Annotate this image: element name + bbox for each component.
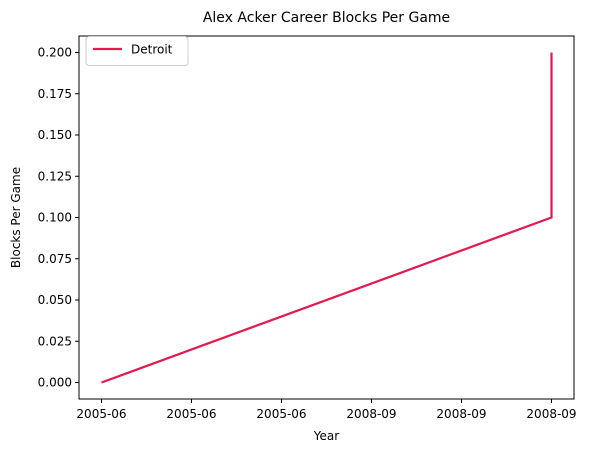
y-tick-label: 0.150	[38, 128, 72, 142]
y-tick-label: 0.050	[38, 293, 72, 307]
x-tick-label: 2005-06	[256, 407, 306, 421]
chart-title: Alex Acker Career Blocks Per Game	[203, 10, 450, 26]
legend-label: Detroit	[131, 43, 173, 57]
plot-area	[79, 36, 574, 399]
y-axis: 0.000 0.025 0.050 0.075 0.100 0.125 0.150 0.175…	[38, 46, 79, 390]
series-layer	[101, 52, 553, 384]
y-tick-label: 0.075	[38, 252, 72, 266]
y-tick-label: 0.025	[38, 334, 72, 348]
y-tick-label: 0.100	[38, 211, 72, 225]
x-tick-label: 2008-09	[436, 407, 486, 421]
y-tick-label: 0.000	[38, 376, 72, 390]
x-tick-label: 2008-09	[526, 407, 576, 421]
x-axis: 2005-06 2005-06 2005-06 2008-09 2008-09 2008-…	[76, 399, 577, 421]
legend-box	[85, 36, 189, 66]
x-tick-label: 2005-06	[166, 407, 216, 421]
x-axis-label: Year	[313, 429, 339, 443]
y-tick-label: 0.200	[38, 46, 72, 60]
y-axis-label: Blocks Per Game	[9, 167, 23, 268]
series-line-detroit	[101, 52, 553, 384]
y-tick-label: 0.175	[38, 87, 72, 101]
legend: Detroit	[85, 36, 189, 66]
y-tick-label: 0.125	[38, 169, 72, 183]
x-tick-label: 2005-06	[76, 407, 126, 421]
x-tick-label: 2008-09	[346, 407, 396, 421]
